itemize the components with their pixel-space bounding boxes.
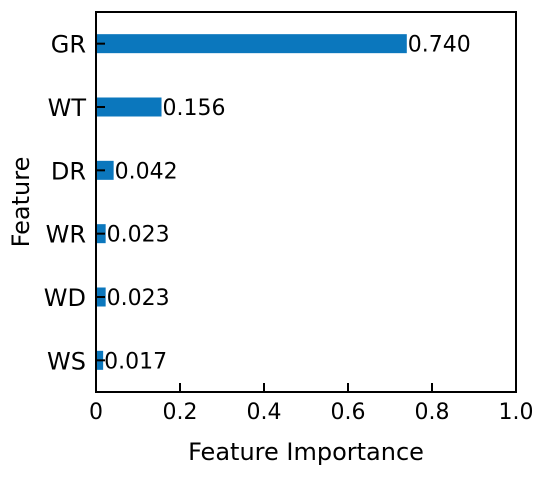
bar-gr xyxy=(96,34,407,54)
bars-group xyxy=(96,34,407,370)
y-tick-label-wr: WR xyxy=(46,221,86,249)
y-tick-label-wd: WD xyxy=(44,284,86,312)
x-tick-label-2: 0.4 xyxy=(247,400,282,425)
x-axis-title: Feature Importance xyxy=(188,438,424,466)
value-label-wd: 0.023 xyxy=(107,286,170,311)
y-tick-label-dr: DR xyxy=(51,157,86,185)
y-axis-ticks: GR WT DR WR WD WS xyxy=(44,31,105,375)
x-tick-label-1: 0.2 xyxy=(163,400,198,425)
y-tick-label-gr: GR xyxy=(51,31,86,59)
plot-frame xyxy=(95,11,517,393)
value-label-wr: 0.023 xyxy=(107,223,170,248)
y-axis-title: Feature xyxy=(7,157,35,248)
value-label-ws: 0.017 xyxy=(104,349,167,374)
x-tick-label-3: 0.6 xyxy=(331,400,366,425)
x-axis-ticks: 0 0.2 0.4 0.6 0.8 1.0 xyxy=(89,383,534,425)
x-tick-label-4: 0.8 xyxy=(415,400,450,425)
value-labels-group: 0.740 0.156 0.042 0.023 0.023 0.017 xyxy=(104,33,471,375)
x-tick-label-0: 0 xyxy=(89,400,103,425)
y-tick-label-wt: WT xyxy=(48,94,87,122)
value-label-gr: 0.740 xyxy=(408,33,471,58)
value-label-wt: 0.156 xyxy=(163,96,226,121)
bar-wt xyxy=(96,97,162,117)
x-tick-label-5: 1.0 xyxy=(499,400,534,425)
value-label-dr: 0.042 xyxy=(115,159,178,184)
y-tick-label-ws: WS xyxy=(47,347,86,375)
